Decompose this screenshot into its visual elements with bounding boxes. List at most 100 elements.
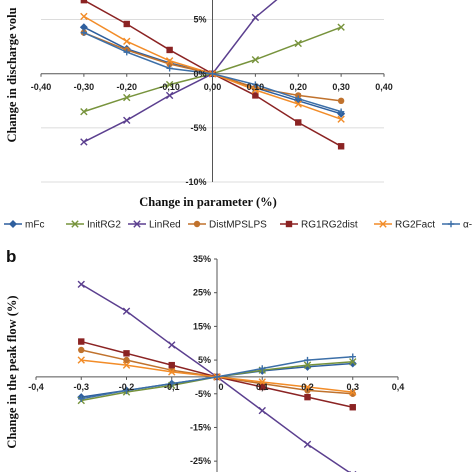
chart-b-point-α-rain [213,373,221,381]
chart-b-point-mFc [303,362,312,371]
chart-b-series-α-rain [78,353,356,403]
chart-b-ylabel: Change in the peak flow (%) [5,295,19,448]
chart-b-xtick-label: -0,4 [28,382,44,392]
legend-item-α-rain: α-rain [442,220,472,231]
chart-a-point-LinRed [80,138,88,146]
chart-a-point-α-rain [166,65,173,72]
chart-a-point-α-rain [337,108,345,115]
chart-a-xtick-label: -0,10 [159,82,180,92]
chart-a-point-RG2Fact [251,86,260,94]
chart-b-point-RG1RG2dist [349,404,356,411]
chart-a-point-RG1RG2dist [337,143,345,150]
legend-marker-RG2Fact [379,220,387,228]
legend-marker-α-rain [447,220,455,228]
chart-a-point-α-rain [295,95,302,102]
chart-a-ytick-label: -10% [185,177,206,187]
legend-item-LinRed: LinRed [128,220,181,231]
chart-b-point-LinRed [303,440,312,449]
chart-a-point-α-rain [209,70,216,77]
chart-b-point-LinRed [258,406,266,415]
chart-a-point-InitRG2 [123,93,131,102]
chart-panel-a: 5% 0% -5% -10% -0,40 -0,30 -0,20 -0,10 0,00 0,10 0… [5,0,393,209]
chart-b-point-RG2Fact [122,361,131,369]
legend-marker-RG1RG2dist [285,220,293,228]
chart-a-line-LinRed [83,0,278,143]
legend-item-DistMPSLPS: DistMPSLPS [188,220,267,231]
chart-b-point-mFc [348,359,357,368]
chart-b-ytick-label: -15% [190,422,211,432]
chart-b-point-RG2Fact [77,356,85,364]
chart-b-ytick-label: -5% [195,389,211,399]
chart-b-point-RG2Fact [258,378,266,386]
chart-a-point-RG1RG2dist [295,119,302,126]
chart-a-xtick-label: 0,20 [289,82,307,92]
chart-a-point-RG2Fact [294,100,302,108]
chart-a-point-RG2Fact [337,115,345,123]
chart-b-xtick-label: -0,2 [119,382,135,392]
legend-item-RG1RG2dist: RG1RG2dist [280,220,358,231]
legend-label-RG1RG2dist: RG1RG2dist [301,220,358,231]
chart-b-xtick-label: -0,1 [164,382,180,392]
chart-b-point-RG2Fact [303,383,312,391]
chart-b-point-α-rain [123,387,130,394]
chart-b-point-RG1RG2dist [168,361,175,369]
chart-b-xtick-label: 0,2 [301,382,314,392]
legend-label-α-rain: α-rain [463,220,472,231]
chart-a-ytick-label: 0% [193,69,206,79]
legend-marker-DistMPSLPS [193,220,201,228]
chart-b-point-α-rain [168,380,175,387]
chart-a-ytick-label: -5% [190,123,206,133]
chart-a-point-RG1RG2dist [80,0,88,4]
chart-b-point-RG2Fact [349,388,357,396]
chart-a-point-InitRG2 [251,55,260,64]
chart-b-point-RG1RG2dist [259,383,266,391]
chart-a-xtick-label: -0,40 [31,82,52,92]
legend-item-InitRG2: InitRG2 [66,220,121,231]
chart-b-point-α-rain [349,353,356,360]
chart-b-point-InitRG2 [349,358,357,366]
chart-a-series-α-rain [80,29,345,115]
chart-b-point-α-rain [78,395,85,403]
chart-a-point-LinRed [251,13,260,22]
chart-b-xtick-label: 0,1 [256,382,269,392]
chart-b-point-RG2Fact [168,368,176,376]
chart-a-xtick-label: 0,10 [247,82,265,92]
chart-a-point-LinRed [123,116,131,125]
chart-a-point-RG1RG2dist [123,20,130,28]
chart-a-point-RG1RG2dist [166,46,173,54]
chart-a-ytick-label: 5% [193,15,206,25]
legend-marker-LinRed [133,220,141,228]
chart-b-panel-label: b [6,247,16,266]
chart-a-point-InitRG2 [80,107,88,116]
chart-b-ytick-label: 15% [193,321,211,331]
chart-b-point-DistMPSLPS [123,356,130,364]
chart-b-point-α-rain [304,356,311,364]
chart-a-point-InitRG2 [337,23,345,31]
chart-b-ytick-label: 5% [198,355,211,365]
chart-a-xtick-label: -0,20 [116,82,137,92]
chart-b-point-RG1RG2dist [78,338,85,345]
chart-a-xlabel: Change in parameter (%) [139,195,277,209]
chart-a-xtick-label: -0,30 [74,82,95,92]
chart-a-xtick-label: 0,00 [204,82,222,92]
chart-a-point-RG2Fact [123,37,131,45]
chart-a-point-α-rain [123,48,130,56]
legend-item-mFc: mFc [4,220,44,231]
chart-b-xtick-label: -0,3 [73,382,89,392]
chart-b-point-InitRG2 [303,361,312,369]
chart-panel-b: b 35% 25% 15% 5% -5% -15% -25% -0,4 -0,3 -0,2 -0,1… [5,247,404,472]
legend-label-RG2Fact: RG2Fact [395,220,435,231]
chart-b-xtick-label: 0,4 [392,382,405,392]
chart-b-point-LinRed [77,280,85,288]
chart-a-point-α-rain [252,81,259,88]
chart-b-point-DistMPSLPS [78,346,85,354]
legend-item-RG2Fact: RG2Fact [374,220,435,231]
chart-b-point-LinRed [168,341,176,349]
chart-b-point-RG1RG2dist [123,350,130,357]
chart-b-point-RG1RG2dist [304,393,311,401]
chart-b-point-α-rain [259,365,266,372]
chart-a-point-RG1RG2dist [252,92,259,99]
chart-b-point-LinRed [122,307,131,315]
chart-a-point-DistMPSLPS [337,97,345,105]
